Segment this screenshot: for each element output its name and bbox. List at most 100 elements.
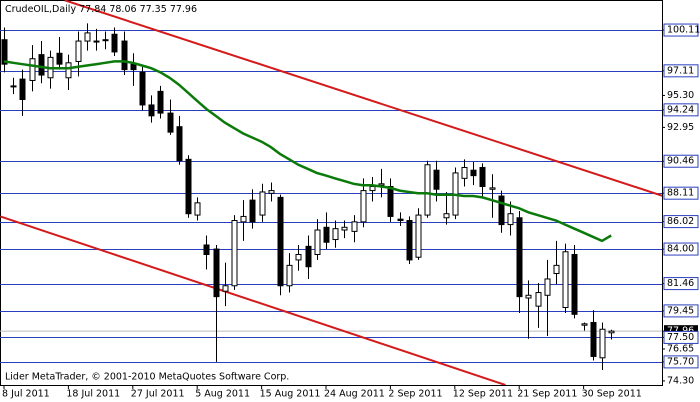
candle-body [93, 40, 100, 43]
y-tick-label: 90.46 [667, 156, 694, 167]
x-tick-label: 30 Sep 2011 [582, 389, 642, 400]
level-label-box [663, 215, 699, 229]
candle-body [19, 78, 26, 101]
candle-body [406, 220, 413, 261]
candle-body [213, 248, 220, 298]
candle-body [581, 323, 588, 326]
candle-body [553, 264, 560, 275]
candle-body [102, 39, 109, 42]
moving-average-line [3, 60, 612, 243]
candle-body [470, 169, 477, 177]
candle-body [65, 62, 72, 79]
candle-body [341, 226, 348, 231]
candle-body [84, 32, 91, 42]
x-tick-label: 15 Aug 2011 [260, 389, 321, 400]
y-tick-label: 100.11 [667, 25, 700, 36]
candle-body [268, 190, 275, 194]
candle-body [194, 202, 201, 216]
candle-body [608, 330, 615, 334]
candle-body [590, 321, 597, 357]
candle-body [203, 244, 210, 255]
candle-body [148, 104, 155, 117]
trendlines [0, 0, 662, 385]
x-tick-label: 24 Aug 2011 [324, 389, 385, 400]
close-value: 77.96 [170, 4, 197, 15]
y-tick-label: 79.45 [667, 305, 694, 316]
trendline [64, 0, 662, 197]
y-tick-label: 84.00 [667, 244, 694, 255]
candle-body [277, 196, 284, 287]
level-label-box [663, 154, 699, 168]
candle-body [130, 63, 137, 71]
candle-body [167, 112, 174, 133]
candle-body [259, 191, 266, 216]
trendline [0, 215, 506, 385]
y-tick-label: 76.65 [667, 343, 694, 354]
level-label-box [663, 186, 699, 200]
y-tick-label: 97.11 [667, 65, 694, 76]
candles [1, 23, 615, 371]
candle-body [387, 186, 394, 217]
level-lines [0, 30, 662, 363]
axes: 100.11 97.11 95.30 94.24 92.95 90.46 88.11 86.0… [2, 23, 700, 400]
candle-body [397, 218, 404, 222]
candle-body [479, 166, 486, 188]
candle-body [516, 217, 523, 298]
candle-body [507, 213, 514, 226]
candle-body [360, 190, 367, 223]
candle-body [38, 54, 45, 76]
candle-body [305, 245, 312, 268]
candle-body [571, 253, 578, 315]
candle-body [249, 199, 256, 223]
candle-body [185, 158, 192, 215]
y-tick-label: 95.30 [667, 90, 694, 101]
symbol: CrudeOIL,Daily [5, 4, 76, 15]
candle-body [424, 164, 431, 216]
level-label-box [663, 330, 699, 344]
candle-body [231, 220, 238, 287]
level-label-box [663, 355, 699, 369]
y-tick-label: 75.70 [667, 356, 694, 367]
candle-body [535, 292, 542, 307]
x-tick-label: 8 Jul 2011 [2, 389, 50, 400]
candle-body [176, 126, 183, 162]
level-label-box [663, 242, 699, 256]
candle-body [314, 229, 321, 255]
candle-body [295, 253, 302, 261]
x-tick-label: 18 Jul 2011 [66, 389, 120, 400]
x-tick-label: 12 Sep 2011 [453, 389, 513, 400]
candle-body [139, 71, 146, 106]
candle-body [599, 328, 606, 359]
candle-body [10, 85, 17, 88]
candle-body [443, 213, 450, 219]
candle-body [157, 90, 164, 114]
candle-body [369, 186, 376, 192]
candle-body [332, 228, 339, 241]
candle-body [351, 221, 358, 232]
candle-body [489, 187, 496, 190]
x-tick-label: 2 Sep 2011 [388, 389, 442, 400]
moving-average [3, 60, 612, 243]
y-tick-label: 94.24 [667, 104, 694, 115]
candle-body [286, 264, 293, 287]
candle-body [525, 294, 532, 299]
y-tick-label: 88.11 [667, 188, 694, 199]
level-label-box [663, 103, 699, 117]
x-tick-label: 21 Sep 2011 [517, 389, 577, 400]
candle-body [544, 278, 551, 296]
candle-body [111, 33, 118, 53]
low-value: 77.35 [140, 4, 167, 15]
candle-body [121, 40, 128, 71]
y-tick-label: 86.02 [667, 216, 694, 227]
level-label-box [663, 277, 699, 291]
y-tick-label: 92.95 [667, 122, 694, 133]
candle-body [222, 285, 229, 292]
level-label-box [663, 23, 699, 37]
level-label-box [663, 304, 699, 318]
credit: Lider MetaTrader, © 2001-2010 MetaQuotes… [5, 372, 289, 383]
candle-body [56, 52, 63, 65]
chart-title: CrudeOIL,Daily 77.84 78.06 77.35 77.96 [5, 4, 197, 15]
candle-body [323, 226, 330, 243]
y-tick-label: 74.30 [667, 375, 694, 386]
